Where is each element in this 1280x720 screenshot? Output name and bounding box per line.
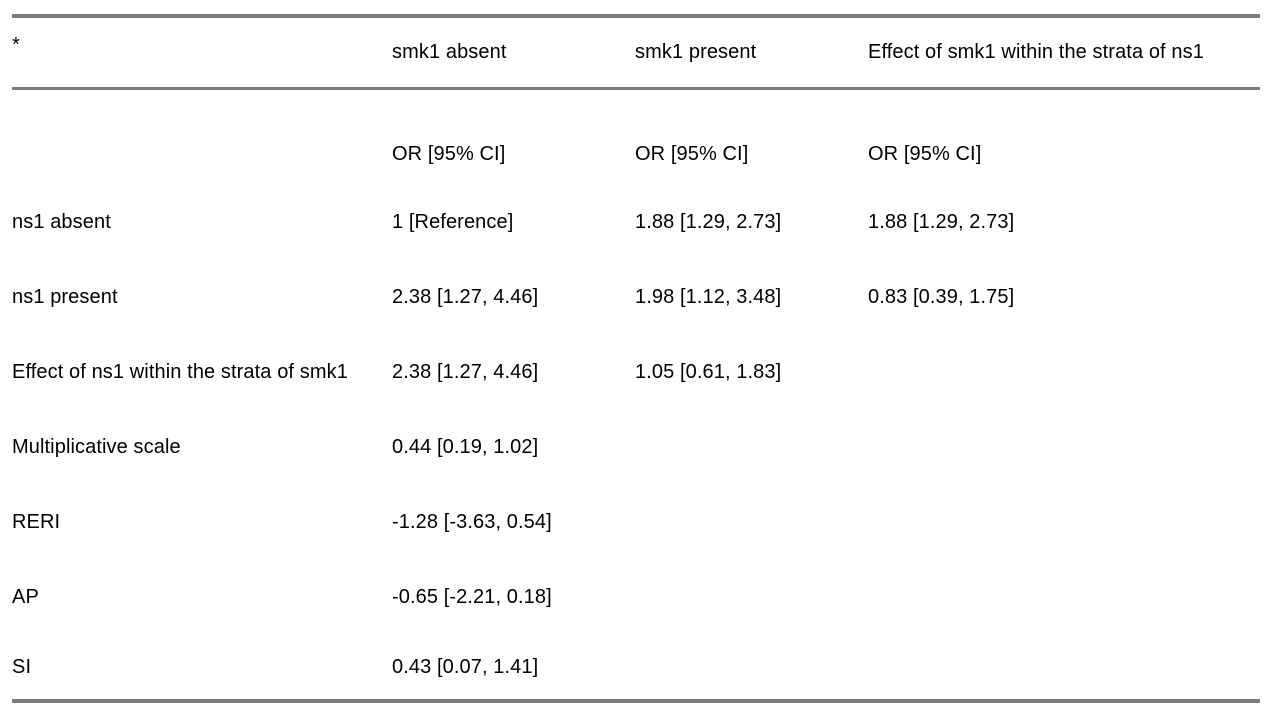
value-cell: 0.43 [0.07, 1.41] xyxy=(392,655,539,678)
value-cell xyxy=(635,409,868,484)
header-cell-smk1-present: smk1 present xyxy=(635,16,868,90)
value-cell xyxy=(868,334,1260,409)
interaction-results-table: * smk1 absent smk1 present Effect of smk… xyxy=(12,14,1260,703)
value-cell: 1.88 [1.29, 2.73] xyxy=(635,210,782,233)
header-cell-smk1-absent: smk1 absent xyxy=(392,16,635,90)
value-cell: 2.38 [1.27, 4.46] xyxy=(392,360,539,383)
table-row-effect-ns1: Effect of ns1 within the strata of smk1 … xyxy=(12,334,1260,409)
value-cell: 1.88 [1.29, 2.73] xyxy=(868,210,1015,233)
value-cell: -1.28 [-3.63, 0.54] xyxy=(392,510,552,533)
table-header-row: * smk1 absent smk1 present Effect of smk… xyxy=(12,16,1260,90)
value-cell xyxy=(635,484,868,559)
value-cell xyxy=(635,559,868,634)
value-cell: 2.38 [1.27, 4.46] xyxy=(392,285,539,308)
row-label: Effect of ns1 within the strata of smk1 xyxy=(12,360,348,383)
value-cell: -0.65 [-2.21, 0.18] xyxy=(392,585,552,608)
value-cell xyxy=(868,484,1260,559)
table-row-ns1-present: ns1 present 2.38 [1.27, 4.46] 1.98 [1.12… xyxy=(12,259,1260,334)
value-cell: 1.05 [0.61, 1.83] xyxy=(635,360,782,383)
subheader-cell-or-ci-1: OR [95% CI] xyxy=(392,142,506,165)
value-cell xyxy=(635,634,868,701)
row-label: ns1 absent xyxy=(12,210,111,233)
table-row-ns1-absent: ns1 absent 1 [Reference] 1.88 [1.29, 2.7… xyxy=(12,184,1260,259)
row-label: RERI xyxy=(12,510,61,533)
table-subheader-row: OR [95% CI] OR [95% CI] OR [95% CI] xyxy=(12,88,1260,184)
table-row-si: SI 0.43 [0.07, 1.41] xyxy=(12,634,1260,701)
value-cell: 0.44 [0.19, 1.02] xyxy=(392,435,539,458)
row-label: ns1 present xyxy=(12,285,118,308)
subheader-cell-or-ci-2: OR [95% CI] xyxy=(635,142,749,165)
subheader-cell-or-ci-3: OR [95% CI] xyxy=(868,142,982,165)
value-cell: 1.98 [1.12, 3.48] xyxy=(635,285,782,308)
value-cell xyxy=(868,634,1260,701)
value-cell: 1 [Reference] xyxy=(392,210,514,233)
table-row-multiplicative-scale: Multiplicative scale 0.44 [0.19, 1.02] xyxy=(12,409,1260,484)
header-cell-footnote-marker: * xyxy=(12,16,392,90)
row-label: SI xyxy=(12,655,32,678)
subheader-cell-empty xyxy=(12,88,392,184)
value-cell xyxy=(868,409,1260,484)
value-cell: 0.83 [0.39, 1.75] xyxy=(868,285,1015,308)
row-label: AP xyxy=(12,585,39,608)
table-row-reri: RERI -1.28 [-3.63, 0.54] xyxy=(12,484,1260,559)
row-label: Multiplicative scale xyxy=(12,435,181,458)
value-cell xyxy=(868,559,1260,634)
table-row-ap: AP -0.65 [-2.21, 0.18] xyxy=(12,559,1260,634)
header-cell-effect-smk1: Effect of smk1 within the strata of ns1 xyxy=(868,16,1260,90)
